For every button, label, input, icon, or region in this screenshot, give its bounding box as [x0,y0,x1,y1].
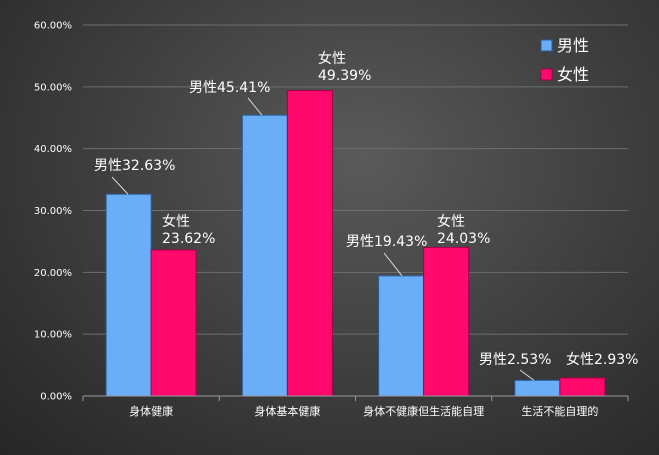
data-label-male: 男性2.53% [479,352,551,368]
leader-line [247,97,263,116]
leader-line [519,369,535,381]
x-category-label: 身体基本健康 [254,404,320,418]
data-labels: 男性32.63% 女性 23.62% 男性45.41% 女性 49.39% 男性19.43%… [94,50,638,368]
leader-lines [111,97,535,381]
x-category-label: 身体健康 [129,404,173,418]
legend-swatch-male [540,39,553,52]
bars [105,90,606,397]
bar-female [423,246,470,397]
bar-male [514,379,561,397]
bar-male [241,114,288,397]
data-label-male: 男性32.63% [94,158,175,174]
y-tick-label: 10.00% [34,330,72,341]
legend-label-male: 男性 [557,36,589,55]
y-tick-label: 20.00% [34,268,72,279]
bar-male [378,275,425,397]
data-label-female: 女性 49.39% [318,50,371,84]
data-label-male: 男性19.43% [346,234,427,250]
leader-line [383,252,403,277]
leader-line [111,176,129,195]
y-tick-label: 60.00% [34,21,72,32]
data-label-male: 男性45.41% [189,80,270,96]
bar-female [150,249,197,397]
bar-male [105,193,152,397]
y-tick-label: 0.00% [40,392,72,403]
data-label-female: 女性 24.03% [437,213,490,247]
y-axis: 0.00% 10.00% 20.00% 30.00% 40.00% 50.00% 60.00… [34,21,72,403]
legend-swatch-female [540,68,553,81]
y-tick-label: 30.00% [34,206,72,217]
y-tick-label: 50.00% [34,82,72,93]
bar-female [559,377,606,397]
x-category-label: 身体不健康但生活能自理 [363,404,484,418]
y-tick-label: 40.00% [34,144,72,155]
bar-female [286,90,333,397]
x-category-label: 生活不能自理的 [521,404,598,418]
legend-label-female: 女性 [557,65,589,84]
legend: 男性 女性 [540,36,589,84]
data-label-female: 女性2.93% [566,351,638,368]
x-axis: 身体健康 身体基本健康 身体不健康但生活能自理 生活不能自理的 [82,395,629,418]
data-label-female: 女性 23.62% [162,213,215,247]
